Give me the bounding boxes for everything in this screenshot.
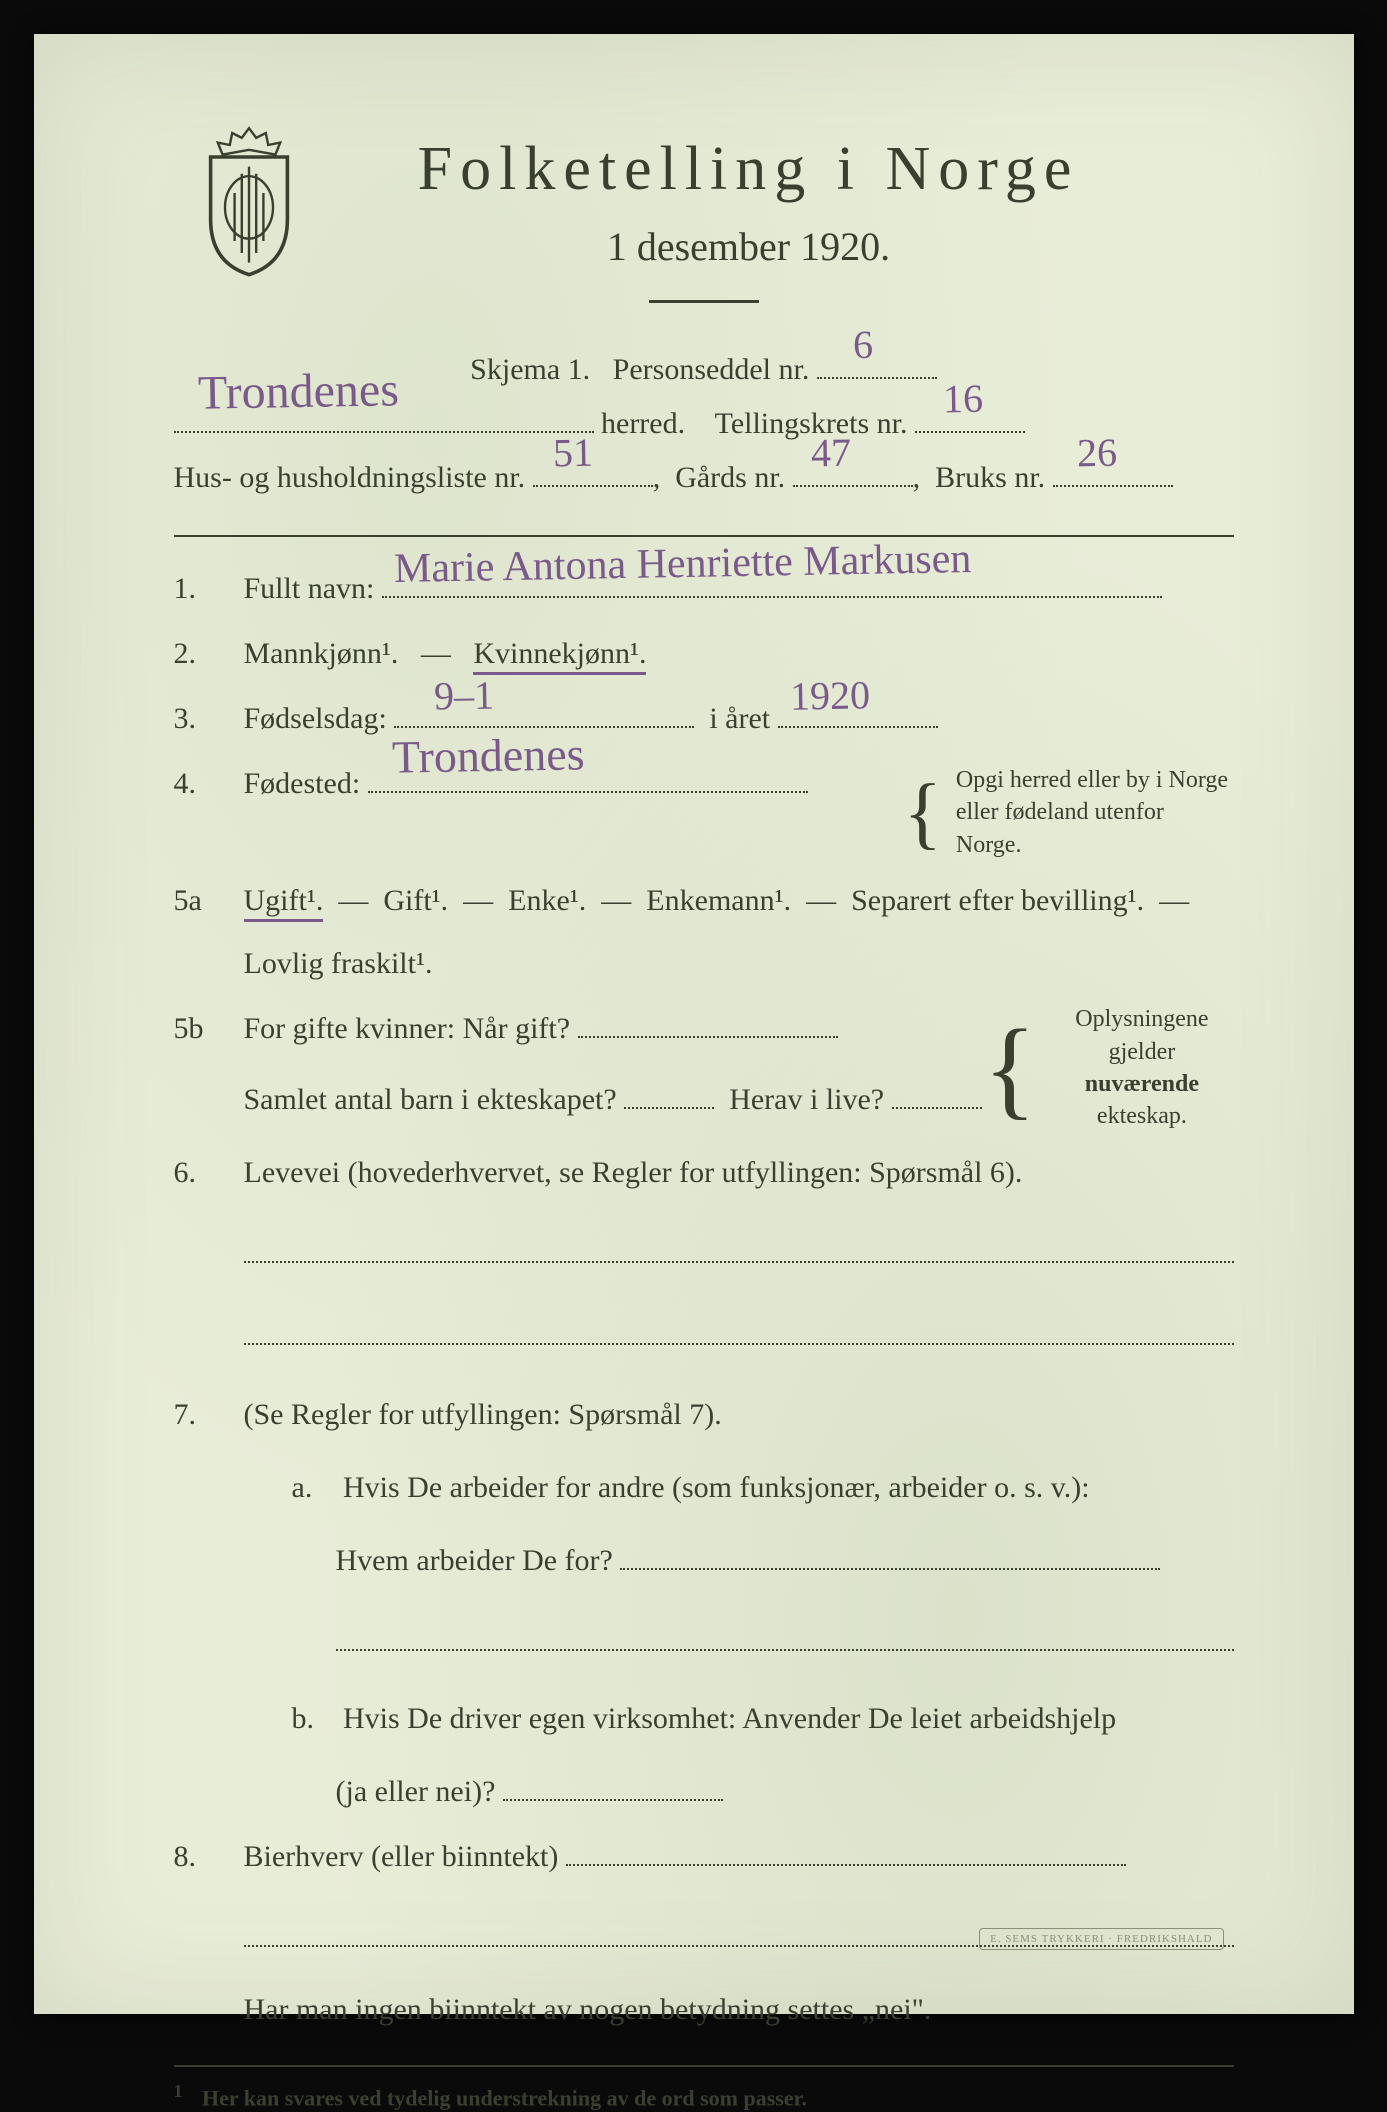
title-rule (649, 300, 759, 303)
q5b-num: 5b (174, 1012, 244, 1046)
q5b-l1a: For gifte kvinner: Når gift? (244, 1012, 571, 1045)
q2-kvinne: Kvinnekjønn¹. (473, 637, 646, 675)
q7b-l2: (ja eller nei)? (336, 1775, 496, 1808)
q8-num: 8. (174, 1840, 244, 1874)
q4-num: 4. (174, 767, 244, 801)
herred-line: Trondenes herred. Tellingskrets nr. 16 (174, 397, 1234, 451)
brace-icon: { (904, 781, 942, 845)
closing-line: Har man ingen biinntekt av nogen betydni… (174, 1993, 1234, 2027)
husliste-label: Hus- og husholdningsliste nr. (174, 461, 526, 494)
q3-num: 3. (174, 702, 244, 736)
q4-label: Fødested: (244, 767, 361, 800)
page-subtitle: 1 desember 1920. (264, 223, 1234, 270)
q4-note-l1: Opgi herred eller by i Norge (956, 764, 1234, 796)
husliste-value: 51 (552, 417, 593, 490)
q1-num: 1. (174, 572, 244, 606)
q7-intro: (Se Regler for utfyllingen: Spørsmål 7). (244, 1389, 1234, 1440)
q5a-opt-4: Separert efter bevilling¹. (851, 884, 1144, 917)
q2-num: 2. (174, 637, 244, 671)
bruks-label: Bruks nr. (935, 461, 1045, 494)
herred-value: Trondenes (197, 347, 399, 437)
q1-value: Marie Antona Henriette Markusen (393, 524, 971, 605)
personseddel-value: 6 (852, 309, 873, 381)
q5a-opt-3: Enkemann¹. (646, 884, 791, 917)
footnote-text: Her kan svares ved tydelig understreknin… (202, 2086, 807, 2111)
q7b-num: b. (292, 1693, 336, 1744)
q7b-l1: Hvis De driver egen virksomhet: Anvender… (343, 1702, 1116, 1735)
q5b-note-l2: gjelder nuværende (1050, 1036, 1233, 1101)
q5b-note-l1: Oplysningene (1050, 1003, 1233, 1035)
herred-label: herred. (601, 407, 685, 440)
page-title: Folketelling i Norge (264, 134, 1234, 205)
q8-label: Bierhverv (eller biinntekt) (244, 1840, 559, 1873)
q1-label: Fullt navn: (244, 572, 375, 605)
gards-label: Gårds nr. (675, 461, 785, 494)
q4-note: { Opgi herred eller by i Norge eller fød… (904, 764, 1234, 861)
q5a-row: 5a Ugift¹. — Gift¹. — Enke¹. — Enkemann¹… (174, 875, 1234, 989)
q4-value: Trondenes (391, 715, 585, 797)
q5b-note: { Oplysningene gjelder nuværende ekteska… (984, 1003, 1234, 1133)
husliste-line: Hus- og husholdningsliste nr. 51 , Gårds… (174, 451, 1234, 505)
q7-row: 7. (Se Regler for utfyllingen: Spørsmål … (174, 1389, 1234, 1817)
footnote-mark: 1 (174, 2081, 183, 2101)
q5b-l2b: Herav i live? (729, 1083, 884, 1116)
bruks-value: 26 (1076, 417, 1117, 490)
q5a-opt-0: Ugift¹. (244, 884, 324, 922)
personseddel-label: Personseddel nr. (613, 353, 810, 386)
q4-row: 4. Fødested: Trondenes { Opgi herred ell… (174, 758, 1234, 861)
tellingskrets-value: 16 (942, 363, 983, 436)
footer-rule (174, 2065, 1234, 2067)
q6-row: 6. Levevei (hovederhvervet, se Regler fo… (174, 1147, 1234, 1361)
q5b-note-l3: ekteskap. (1050, 1100, 1233, 1132)
q3-row: 3. Fødselsdag: 9–1 i året 1920 (174, 693, 1234, 744)
skjema-label: Skjema 1. (470, 353, 590, 386)
coat-of-arms-icon (184, 114, 314, 284)
q5a-num: 5a (174, 884, 244, 918)
q7a-l2: Hvem arbeider De for? (336, 1544, 613, 1577)
footnote: 1 Her kan svares ved tydelig understrekn… (174, 2081, 1234, 2111)
q3-label: Fødselsdag: (244, 702, 387, 735)
q6-text: Levevei (hovederhvervet, se Regler for u… (244, 1147, 1234, 1198)
q7a-num: a. (292, 1462, 336, 1513)
q3-year-label: i året (709, 702, 770, 735)
printer-stamp: E. SEMS TRYKKERI · FREDRIKSHALD (979, 1928, 1223, 1950)
q3-year-value: 1920 (789, 661, 870, 730)
q5a-opt-2: Enke¹. (508, 884, 586, 917)
q5a-line2: Lovlig fraskilt¹. (244, 938, 1234, 989)
q5b-row: 5b For gifte kvinner: Når gift? Samlet a… (174, 1003, 1234, 1133)
q5b-l2a: Samlet antal barn i ekteskapet? (244, 1083, 617, 1116)
gards-value: 47 (810, 417, 851, 490)
census-form-page: Folketelling i Norge 1 desember 1920. Sk… (34, 34, 1354, 2014)
q7-num: 7. (174, 1398, 244, 1432)
q5a-opt-1: Gift¹. (383, 884, 448, 917)
q7a-l1: Hvis De arbeider for andre (som funksjon… (343, 1471, 1090, 1504)
q2-mann: Mannkjønn¹. (244, 637, 399, 670)
q4-note-l2: eller fødeland utenfor Norge. (956, 796, 1234, 861)
q1-row: 1. Fullt navn: Marie Antona Henriette Ma… (174, 563, 1234, 614)
q2-row: 2. Mannkjønn¹. — Kvinnekjønn¹. (174, 628, 1234, 679)
header: Folketelling i Norge 1 desember 1920. (174, 134, 1234, 303)
q6-num: 6. (174, 1156, 244, 1190)
brace-icon: { (984, 1024, 1037, 1112)
